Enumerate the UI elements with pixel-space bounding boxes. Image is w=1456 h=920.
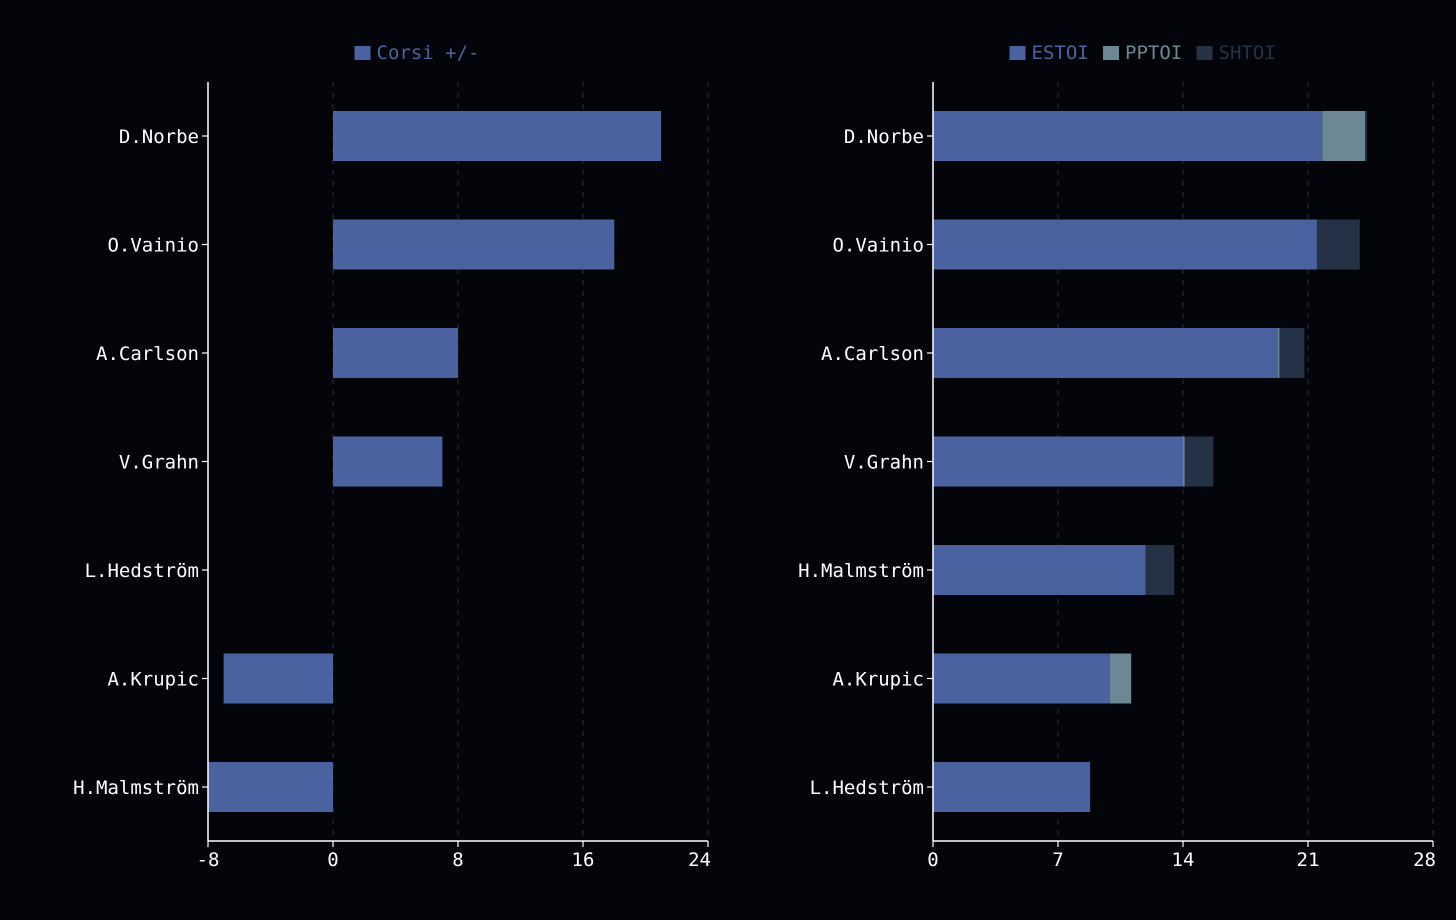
x-tick-label: 7 (1052, 849, 1063, 871)
bar-shtoi-d-norbe (1365, 111, 1367, 161)
bar-corsi-a-carlson (333, 328, 458, 378)
x-tick-label: 24 (688, 849, 711, 871)
bar-corsi-a-krupic (223, 653, 333, 704)
legend-swatch-shtoi (1196, 46, 1213, 60)
x-tick-label: 16 (572, 849, 595, 871)
bar-pptoi-a-krupic (1109, 653, 1132, 704)
bar-pptoi-v-grahn (1183, 436, 1185, 487)
bar-shtoi-a-carlson (1279, 328, 1305, 378)
legend-swatch-estoi (1009, 46, 1026, 60)
legend-swatch-pptoi (1103, 46, 1119, 60)
bar-estoi-h-malmstrom (933, 545, 1146, 595)
bar-shtoi-o-vainio (1316, 219, 1360, 270)
legend-label-shtoi: SHTOI (1219, 42, 1276, 64)
category-label: O.Vainio (832, 235, 924, 257)
bar-corsi-v-grahn (333, 436, 443, 487)
category-label: H.Malmström (73, 777, 199, 799)
bar-shtoi-h-malmstrom (1145, 545, 1175, 595)
bar-shtoi-v-grahn (1184, 436, 1214, 487)
category-label: D.Norbe (844, 126, 924, 148)
bar-pptoi-d-norbe (1322, 111, 1366, 161)
x-tick-label: 0 (327, 849, 338, 871)
x-tick-label: 0 (927, 849, 938, 871)
corsi-chart: D.Norbe O.Vainio A.Carlson V.Grahn L.Hedströ… (73, 42, 711, 871)
category-label: O.Vainio (107, 235, 199, 257)
x-tick-label: 14 (1172, 849, 1195, 871)
category-label: V.Grahn (844, 452, 924, 474)
bar-estoi-d-norbe (933, 111, 1323, 161)
x-tick-label: 28 (1413, 849, 1436, 871)
category-label: L.Hedström (85, 560, 199, 582)
legend-swatch-corsi (354, 46, 371, 60)
bar-corsi-h-malmstrom (208, 762, 333, 812)
category-label: A.Carlson (96, 343, 199, 365)
x-tick-label: 8 (452, 849, 463, 871)
bar-pptoi-a-carlson (1277, 328, 1280, 378)
bar-estoi-a-carlson (933, 328, 1278, 378)
bar-estoi-a-krupic (933, 653, 1110, 704)
x-tick-label: -8 (197, 849, 220, 871)
toi-chart: D.Norbe O.Vainio A.Carlson V.Grahn H.Malmstr… (798, 42, 1436, 871)
category-label: A.Krupic (107, 669, 199, 691)
category-label: A.Carlson (821, 343, 924, 365)
legend-label-corsi: Corsi +/- (377, 42, 480, 64)
legend-label-pptoi: PPTOI (1125, 42, 1182, 64)
category-label: D.Norbe (119, 126, 199, 148)
category-label: L.Hedström (810, 777, 924, 799)
bar-corsi-d-norbe (333, 111, 662, 161)
bar-estoi-v-grahn (933, 436, 1183, 487)
legend-label-estoi: ESTOI (1032, 42, 1089, 64)
category-label: V.Grahn (119, 452, 199, 474)
bar-estoi-l-hedstrom (933, 762, 1091, 812)
category-label: H.Malmström (798, 560, 924, 582)
bar-estoi-o-vainio (933, 219, 1317, 270)
bar-corsi-o-vainio (333, 219, 615, 270)
x-tick-label: 21 (1297, 849, 1320, 871)
category-label: A.Krupic (832, 669, 924, 691)
